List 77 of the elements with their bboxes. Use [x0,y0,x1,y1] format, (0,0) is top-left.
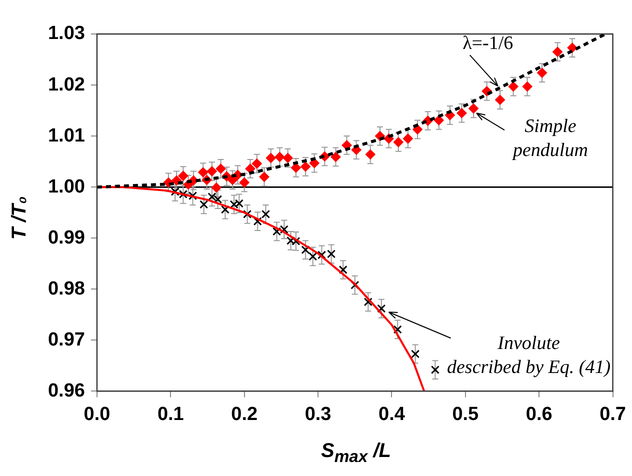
point [365,149,376,160]
point [301,246,310,254]
y-tick-label: 1.03 [48,23,85,44]
point [274,152,285,162]
y-tick-label: 0.99 [48,227,85,248]
x-tick-label: 0.2 [231,404,258,425]
y-tick-label: 0.98 [48,278,85,300]
point [170,187,180,196]
point [208,192,216,202]
point [338,265,348,274]
point [178,190,188,199]
point [206,166,217,176]
point [308,252,318,261]
y-tick-label: 0.97 [48,329,85,350]
point [188,191,198,200]
point [266,153,276,163]
point [198,167,208,178]
point [253,216,262,226]
point [456,108,467,118]
point [330,152,341,162]
point [402,134,413,144]
x-tick-label: 0.4 [378,404,406,425]
x-tick-label: 0.0 [84,404,110,425]
point [211,182,222,193]
point [172,175,182,186]
point [259,172,270,182]
annotation: Involute described by Eq. (41) [447,333,611,378]
x-tick-label: 0.6 [526,404,552,425]
point [261,210,270,218]
point [434,115,444,126]
point [216,164,226,174]
point [430,365,440,374]
point [317,250,326,260]
point [468,104,479,114]
point [272,227,282,236]
y-tick-label: 1.02 [48,74,85,96]
x-tick-label: 0.3 [304,404,332,425]
point [495,94,506,105]
point [290,162,301,173]
point [393,325,402,334]
point [377,304,386,313]
annotation: λ=-1/6 [462,33,514,54]
point [300,162,311,172]
x-tick-label: 0.1 [157,404,184,425]
point [537,68,548,78]
x-tick-label: 0.7 [600,404,626,425]
point [230,200,238,209]
point [234,199,244,208]
point [327,250,336,258]
annotation: Simple pendulum [511,116,588,162]
point [243,210,252,218]
point [393,137,404,148]
point [178,170,188,181]
point [364,298,372,306]
point [411,350,420,358]
point [228,174,238,185]
point [522,82,532,92]
point [286,236,296,245]
point [280,225,288,234]
point [200,200,208,209]
y-tick-label: 0.96 [48,380,85,402]
point [239,177,250,188]
point [350,280,360,290]
point [292,236,300,246]
y-axis-title: T /T₀ [8,196,32,240]
point [220,205,230,214]
point [552,46,563,57]
point [508,82,518,92]
y-tick-label: 1.01 [48,125,86,146]
point [282,153,293,163]
y-tick-label: 1.00 [48,176,85,198]
x-axis-title: S$_{max}$ /L [320,440,392,467]
point [245,164,256,174]
point [214,195,222,204]
point [252,158,262,169]
x-tick-label: 0.5 [452,404,480,425]
point [412,124,423,134]
